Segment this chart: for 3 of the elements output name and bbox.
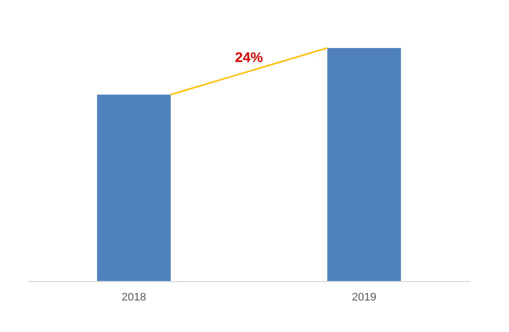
- x-tick-label: 2018: [122, 292, 146, 304]
- annotation: 24%: [234, 49, 264, 65]
- x-tick-label: 2019: [352, 292, 376, 304]
